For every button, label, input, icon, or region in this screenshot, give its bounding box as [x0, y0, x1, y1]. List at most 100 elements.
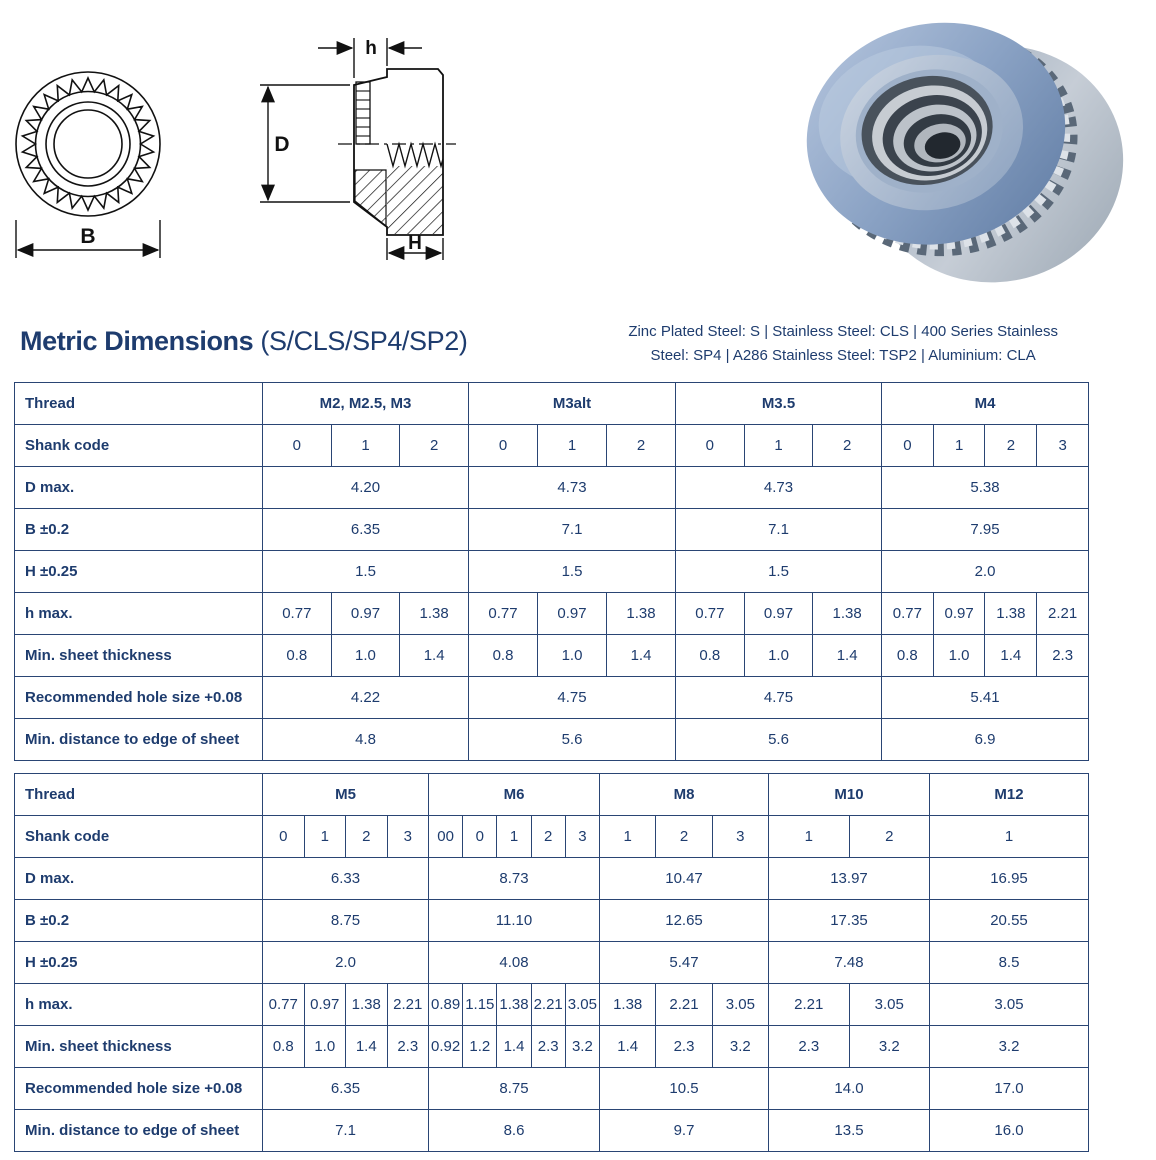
row-label: Recommended hole size +0.08	[14, 1067, 263, 1110]
outer-circle	[15, 71, 161, 217]
table-row: Min. sheet thickness 0.8 1.0 1.4 0.8 1.0 1.4 0.…	[14, 634, 1090, 677]
shank-code-cell: 2	[984, 424, 1038, 467]
value-cell: 1.4	[984, 634, 1038, 677]
value-cell: 10.47	[599, 857, 769, 900]
value-cell: 7.1	[261, 1109, 430, 1152]
value-cell: 12.65	[599, 899, 769, 942]
value-cell: 1.0	[932, 634, 986, 677]
shank-code-cell: 3	[564, 815, 601, 858]
value-cell: 1.4	[812, 634, 882, 677]
thread-header-cell: M10	[768, 773, 930, 816]
row-label: Recommended hole size +0.08	[14, 676, 263, 719]
value-cell: 6.9	[880, 718, 1090, 761]
materials-note-line2: Steel: SP4 | A286 Stainless Steel: TSP2 …	[650, 347, 1036, 364]
row-label: Shank code	[14, 815, 263, 858]
thread-header-cell: M4	[880, 382, 1090, 425]
value-cell: 6.35	[262, 508, 469, 551]
table-row: h max. 0.77 0.97 1.38 0.77 0.97 1.38 0.77 0.97 1.…	[14, 592, 1090, 635]
row-label: H ±0.25	[14, 941, 263, 984]
page-title: Metric Dimensions (S/CLS/SP4/SP2)	[20, 326, 468, 356]
shank-code-cell: 1	[932, 424, 986, 467]
value-cell: 2.21	[768, 983, 850, 1026]
value-cell: 4.08	[428, 941, 601, 984]
value-cell: 1.5	[675, 550, 882, 593]
value-cell: 17.35	[768, 899, 930, 942]
value-cell: 7.48	[768, 941, 930, 984]
shank-code-cell: 2	[605, 424, 677, 467]
value-cell: 0.8	[880, 634, 934, 677]
metric-table-small-threads: Thread M2, M2.5, M3 M3alt M3.5 M4 Shank code 0…	[0, 382, 1156, 761]
value-cell: 1.38	[812, 592, 882, 635]
shank-code-cell: 1	[303, 815, 346, 858]
b-dimension	[15, 220, 161, 258]
shank-code-cell: 0	[675, 424, 745, 467]
row-label: D max.	[14, 466, 263, 509]
value-cell: 8.73	[428, 857, 601, 900]
metric-table-large-threads: Thread M5 M6 M8 M10 M12 Shank code 0 1 2 3 00 0 1 2 3 1 2…	[0, 773, 1156, 1152]
table-row: Recommended hole size +0.08 4.22 4.75 4.75 5…	[14, 676, 1090, 719]
value-cell: 3.2	[564, 1025, 601, 1068]
value-cell: 1.0	[330, 634, 401, 677]
value-cell: 8.75	[428, 1067, 601, 1110]
materials-note-line1: Zinc Plated Steel: S | Stainless Steel: …	[628, 323, 1058, 340]
value-cell: 5.41	[880, 676, 1090, 719]
value-cell: 3.05	[564, 983, 601, 1026]
value-cell: 2.3	[1036, 634, 1090, 677]
value-cell: 1.38	[345, 983, 388, 1026]
value-cell: 5.6	[467, 718, 677, 761]
value-cell: 1.2	[462, 1025, 498, 1068]
shank-code-cell: 1	[496, 815, 532, 858]
nut-render-group	[806, 22, 1124, 283]
figures-band: B	[0, 0, 1156, 310]
value-cell: 0.77	[262, 592, 332, 635]
page-title-main: Metric Dimensions	[20, 326, 254, 356]
shank-code-cell: 0	[468, 424, 538, 467]
value-cell: 1.15	[462, 983, 498, 1026]
value-cell: 0.97	[330, 592, 401, 635]
value-cell: 8.75	[261, 899, 430, 942]
top-view-drawing: B	[15, 71, 161, 258]
value-cell: 4.8	[262, 718, 469, 761]
thread-header-cell: M3alt	[467, 382, 677, 425]
value-cell: 1.4	[605, 634, 677, 677]
dimensions-table: Thread M2, M2.5, M3 M3alt M3.5 M4 Shank code 0…	[14, 382, 1090, 761]
value-cell: 0.77	[262, 983, 305, 1026]
row-label: Min. distance to edge of sheet	[14, 718, 263, 761]
value-cell: 3.2	[929, 1025, 1089, 1068]
row-label: Shank code	[14, 424, 263, 467]
value-cell: 7.1	[675, 508, 882, 551]
value-cell: 5.47	[599, 941, 769, 984]
thread-bore	[924, 132, 961, 159]
row-label: B ±0.2	[14, 899, 263, 942]
value-cell: 3.2	[848, 1025, 930, 1068]
shank-code-cell: 1	[330, 424, 401, 467]
value-cell: 2.21	[1036, 592, 1090, 635]
thread-header-cell: M5	[261, 773, 430, 816]
value-cell: 5.38	[880, 466, 1090, 509]
hh-dimension	[386, 238, 444, 260]
thread-header-cell: M12	[929, 773, 1089, 816]
shank-code-cell: 2	[399, 424, 469, 467]
table-row: Recommended hole size +0.08 6.35 8.75 10.5 1…	[14, 1067, 1089, 1110]
shank-code-cell: 1	[768, 815, 850, 858]
value-cell: 0.8	[262, 1025, 305, 1068]
materials-note: Zinc Plated Steel: S | Stainless Steel: …	[628, 320, 1058, 368]
product-photo-3d-nut	[806, 22, 1124, 283]
row-label: Min. sheet thickness	[14, 1025, 263, 1068]
value-cell: 0.97	[743, 592, 814, 635]
table-row: D max. 6.33 8.73 10.47 13.97 16.95	[14, 857, 1089, 900]
value-cell: 1.38	[399, 592, 469, 635]
value-cell: 0.97	[537, 592, 607, 635]
table-row: H ±0.25 2.0 4.08 5.47 7.48 8.5	[14, 941, 1089, 984]
value-cell: 5.6	[675, 718, 882, 761]
value-cell: 1.5	[467, 550, 677, 593]
row-label: B ±0.2	[14, 508, 263, 551]
table-row: B ±0.2 6.35 7.1 7.1 7.95	[14, 508, 1090, 551]
shank-code-cell: 0	[262, 424, 332, 467]
value-cell: 6.35	[261, 1067, 430, 1110]
table-row: Shank code 0 1 2 0 1 2 0 1 2 0 1 2 3	[14, 424, 1090, 467]
thread-header-cell: M2, M2.5, M3	[262, 382, 469, 425]
value-cell: 6.33	[261, 857, 430, 900]
value-cell: 1.5	[262, 550, 469, 593]
value-cell: 4.75	[675, 676, 882, 719]
